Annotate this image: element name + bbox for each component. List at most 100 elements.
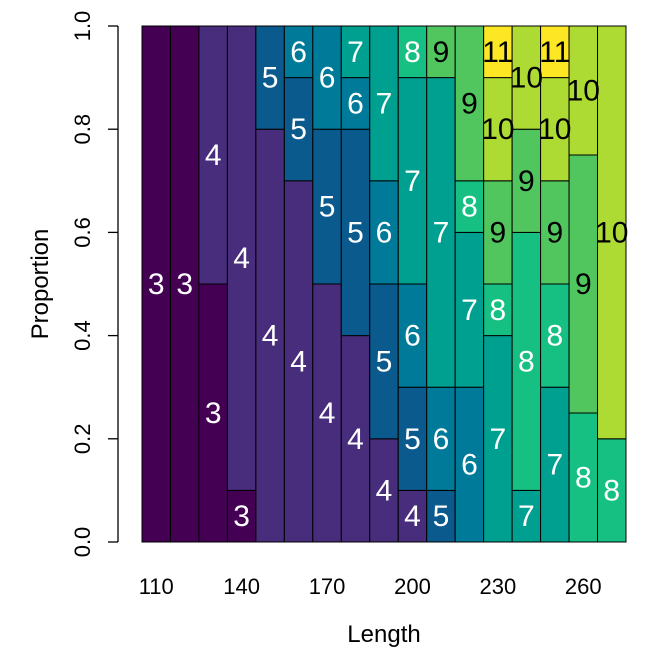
segment-label-270-group-10: 10 (595, 216, 628, 249)
segment-label-240-group-8: 8 (518, 345, 535, 378)
bar-segment-250-group-10 (540, 77, 570, 182)
bar-segment-180-group-5 (340, 128, 371, 337)
y-tick-label: 0.0 (70, 527, 95, 558)
bar-segment-150-group-5 (255, 25, 285, 130)
bar-segment-260-group-8 (568, 412, 599, 543)
x-tick-label: 260 (565, 574, 602, 599)
bar-segment-160-group-5 (283, 77, 314, 182)
bar-segment-230-group-7 (483, 335, 513, 543)
segment-label-210-group-6: 6 (433, 423, 450, 456)
segment-label-180-group-4: 4 (347, 423, 364, 456)
segment-label-160-group-5: 5 (290, 113, 307, 146)
bar-segment-160-group-4 (283, 180, 314, 543)
segment-label-170-group-4: 4 (319, 397, 336, 430)
segment-label-200-group-6: 6 (404, 320, 421, 353)
segment-label-230-group-9: 9 (490, 216, 507, 249)
segment-label-140-group-3: 3 (233, 500, 250, 533)
bar-segment-250-group-9 (540, 180, 570, 285)
y-tick-label: 0.6 (70, 217, 95, 248)
segment-label-240-group-7: 7 (518, 500, 535, 533)
segment-label-260-group-9: 9 (575, 268, 592, 301)
y-tick-label: 0.2 (70, 424, 95, 455)
x-tick-label: 200 (394, 574, 431, 599)
segment-label-120-group-3: 3 (176, 268, 193, 301)
chart-bars (141, 25, 627, 543)
bar-segment-170-group-4 (312, 283, 342, 543)
bar-segment-180-group-7 (340, 25, 371, 79)
bar-segment-170-group-6 (312, 25, 342, 130)
segment-label-250-group-10: 10 (538, 113, 571, 146)
segment-label-190-group-4: 4 (376, 474, 393, 507)
segment-label-200-group-7: 7 (404, 165, 421, 198)
bar-segment-200-group-6 (397, 283, 428, 388)
bar-segment-140-group-4 (226, 25, 257, 491)
x-tick-label: 230 (480, 574, 517, 599)
bar-segment-190-group-5 (369, 283, 399, 440)
segment-label-210-group-5: 5 (433, 500, 450, 533)
bar-segment-240-group-8 (511, 231, 542, 491)
x-tick-label: 110 (139, 574, 174, 599)
segment-label-250-group-7: 7 (546, 449, 563, 482)
segment-label-250-group-8: 8 (546, 320, 563, 353)
segment-label-220-group-8: 8 (461, 191, 478, 224)
segment-label-240-group-10: 10 (510, 62, 543, 95)
bar-segment-200-group-4 (397, 489, 428, 543)
segment-label-140-group-4: 4 (233, 242, 250, 275)
segment-label-190-group-6: 6 (376, 216, 393, 249)
y-tick-label: 0.8 (70, 114, 95, 145)
bar-segment-250-group-7 (540, 386, 570, 543)
bar-segment-210-group-9 (426, 25, 456, 79)
bar-segment-220-group-8 (454, 180, 485, 233)
segment-label-200-group-5: 5 (404, 423, 421, 456)
y-tick-label: 1.0 (70, 11, 95, 42)
segment-label-230-group-8: 8 (490, 294, 507, 327)
segment-label-160-group-4: 4 (290, 345, 307, 378)
segment-label-130-group-4: 4 (205, 139, 222, 172)
x-axis-ticks: 110 140 170 200 230 260 (139, 574, 602, 599)
segment-label-220-group-6: 6 (461, 449, 478, 482)
chart-axes: 0.0 0.2 0.4 0.6 0.8 1.0 110 140 170 200 230 260 Le… (27, 11, 602, 648)
bar-segment-110-group-3 (141, 25, 171, 543)
segment-label-160-group-6: 6 (290, 36, 307, 69)
bar-segment-210-group-6 (426, 386, 456, 491)
segment-label-180-group-5: 5 (347, 216, 364, 249)
segment-label-180-group-7: 7 (347, 36, 364, 69)
segment-label-110-group-3: 3 (148, 268, 165, 301)
segment-label-200-group-4: 4 (404, 500, 421, 533)
segment-label-170-group-5: 5 (319, 191, 336, 224)
bar-segment-200-group-8 (397, 25, 428, 79)
segment-label-260-group-10: 10 (567, 75, 600, 108)
segment-label-250-group-11: 11 (539, 36, 570, 69)
x-tick-label: 170 (309, 574, 346, 599)
bar-segment-140-group-3 (226, 489, 257, 543)
bar-segment-170-group-5 (312, 128, 342, 285)
segment-label-220-group-7: 7 (461, 294, 478, 327)
y-tick-label: 0.4 (70, 320, 95, 351)
bar-segment-180-group-6 (340, 77, 371, 130)
segment-label-190-group-7: 7 (376, 87, 393, 120)
bar-segment-270-group-10 (597, 25, 627, 440)
segment-label-130-group-3: 3 (205, 397, 222, 430)
segment-label-270-group-8: 8 (603, 474, 620, 507)
segment-label-230-group-10: 10 (481, 113, 514, 146)
bar-segment-220-group-9 (454, 25, 485, 182)
segment-label-170-group-6: 6 (319, 62, 336, 95)
bar-segment-120-group-3 (169, 25, 200, 543)
bar-segment-190-group-6 (369, 180, 399, 285)
x-axis-title: Length (347, 621, 420, 648)
y-axis-ticks: 0.0 0.2 0.4 0.6 0.8 1.0 (70, 11, 118, 558)
bar-segment-230-group-9 (483, 180, 513, 285)
x-tick-label: 140 (223, 574, 260, 599)
segment-label-250-group-9: 9 (546, 216, 563, 249)
segment-label-210-group-7: 7 (433, 216, 450, 249)
segment-label-210-group-9: 9 (433, 36, 450, 69)
bar-segment-190-group-4 (369, 438, 399, 543)
bar-segment-150-group-4 (255, 128, 285, 543)
segment-label-150-group-5: 5 (262, 62, 279, 95)
chart-segment-labels: 3 334344545645645674567456785679678978910… (148, 36, 629, 533)
y-axis-title: Proportion (27, 229, 54, 340)
bar-segment-240-group-7 (511, 489, 542, 543)
segment-label-190-group-5: 5 (376, 345, 393, 378)
segment-label-260-group-8: 8 (575, 462, 592, 495)
